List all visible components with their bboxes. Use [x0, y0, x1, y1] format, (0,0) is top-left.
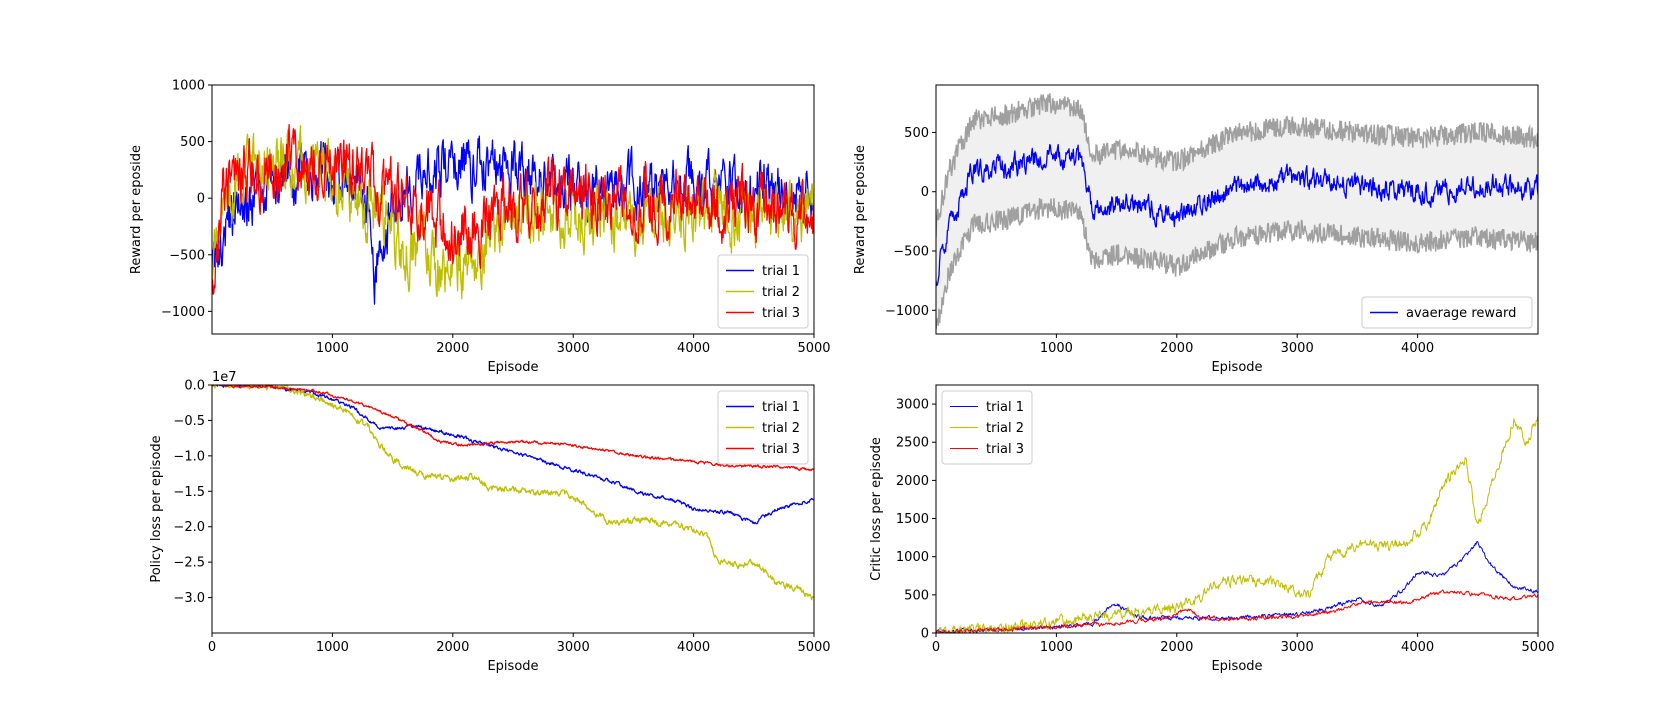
y-tick-label: 2500 [896, 436, 929, 451]
legend: avaerage reward [1361, 296, 1533, 329]
plot-area [936, 415, 1538, 633]
x-axis-label: Episode [1211, 659, 1262, 674]
legend-label-trial-1: trial 1 [762, 264, 800, 279]
series-line-trial-3 [212, 123, 814, 295]
x-tick-label: 4000 [1401, 341, 1434, 356]
y-tick-label: −2.0 [173, 520, 205, 535]
series-line-trial-3 [936, 589, 1538, 633]
series-line-trial-1 [212, 385, 814, 525]
x-tick-label: 3000 [1281, 341, 1314, 356]
legend-box [1361, 296, 1533, 329]
x-tick-label: 2000 [436, 341, 469, 356]
legend-box [941, 390, 1033, 465]
std-band-lower-line [936, 198, 1538, 330]
plot-frame [935, 84, 1539, 335]
x-tick-label: 4000 [677, 341, 710, 356]
y-tick-label: 0 [921, 185, 929, 200]
std-band-fill [936, 93, 1538, 330]
y-tick-label: −1.0 [173, 449, 205, 464]
x-tick-label: 4000 [677, 640, 710, 655]
x-tick-label: 4000 [1401, 640, 1434, 655]
y-tick-label: 500 [180, 135, 205, 150]
plot-frame [935, 384, 1539, 634]
y-tick-label: 1000 [172, 79, 205, 94]
x-tick-label: 0 [932, 640, 940, 655]
legend-label-trial-1: trial 1 [762, 400, 800, 415]
y-tick-label: −1.5 [173, 485, 205, 500]
x-tick-label: 3000 [557, 341, 590, 356]
series-line-trial-2 [212, 385, 814, 601]
y-tick-label: 0.0 [184, 379, 205, 394]
y-tick-label: 0 [197, 192, 205, 207]
x-tick-label: 5000 [797, 341, 830, 356]
x-tick-label: 1000 [316, 640, 349, 655]
y-tick-label: 500 [904, 588, 929, 603]
plot-area [212, 385, 814, 601]
x-tick-label: 1000 [1040, 341, 1073, 356]
x-tick-label: 2000 [436, 640, 469, 655]
x-axis-label: Episode [487, 659, 538, 674]
y-tick-label: 0 [921, 627, 929, 642]
x-tick-label: 3000 [557, 640, 590, 655]
y-tick-label: 2000 [896, 474, 929, 489]
y-tick-label: −1000 [161, 305, 205, 320]
legend-label-trial-3: trial 3 [762, 442, 800, 457]
y-tick-label: 500 [904, 126, 929, 141]
legend-label-avaerage-reward: avaerage reward [1406, 306, 1516, 321]
y-axis-label: Critic loss per episode [869, 437, 884, 581]
plot-frame [211, 84, 815, 335]
y-tick-label: 1500 [896, 512, 929, 527]
y-tick-label: −500 [169, 248, 205, 263]
x-tick-label: 1000 [1040, 640, 1073, 655]
std-band-upper-line [936, 93, 1538, 238]
plot-area [212, 123, 814, 305]
y-tick-label: −2.5 [173, 556, 205, 571]
y-tick-label: 3000 [896, 398, 929, 413]
legend: trial 1 trial 2 trial 3 [941, 390, 1033, 465]
legend: trial 1 trial 2 trial 3 [717, 254, 809, 329]
legend: trial 1 trial 2 trial 3 [717, 390, 809, 465]
y-offset-label: 1e7 [212, 370, 237, 385]
x-tick-label: 1000 [316, 341, 349, 356]
series-line-avaerage-reward [936, 143, 1538, 287]
x-tick-label: 2000 [1160, 341, 1193, 356]
plot-area [936, 93, 1538, 330]
chart-panel-4: 0 1000 2000 3000 4000 5000 0 500 1000 1500 2000 250… [869, 384, 1555, 674]
legend-label-trial-2: trial 2 [762, 421, 800, 436]
y-axis-label: Reward per eposide [853, 145, 868, 274]
legend-label-trial-2: trial 2 [986, 421, 1024, 436]
plot-frame [211, 384, 815, 634]
x-tick-label: 0 [208, 640, 216, 655]
x-tick-label: 3000 [1281, 640, 1314, 655]
y-tick-label: −500 [893, 245, 929, 260]
y-axis-label: Reward per eposide [129, 145, 144, 274]
x-axis-label: Episode [487, 360, 538, 375]
legend-box [717, 390, 809, 465]
legend-label-trial-2: trial 2 [762, 285, 800, 300]
x-tick-label: 2000 [1160, 640, 1193, 655]
legend-label-trial-3: trial 3 [986, 442, 1024, 457]
chart-panel-1: 1000 2000 3000 4000 5000 −1000 −500 0 500 1000 Epi… [129, 79, 831, 376]
series-line-trial-3 [212, 385, 814, 472]
legend-box [717, 254, 809, 329]
x-axis-label: Episode [1211, 360, 1262, 375]
x-tick-label: 5000 [797, 640, 830, 655]
y-tick-label: −1000 [885, 304, 929, 319]
chart-panel-3: 0 1000 2000 3000 4000 5000 0.0 −0.5 −1.0 −1.5 −2.0… [149, 370, 831, 674]
y-tick-label: 1000 [896, 550, 929, 565]
y-tick-label: −0.5 [173, 414, 205, 429]
y-axis-label: Policy loss per episode [149, 435, 164, 582]
x-tick-label: 5000 [1521, 640, 1554, 655]
series-line-trial-2 [212, 125, 814, 300]
chart-panel-2: 1000 2000 3000 4000 −1000 −500 0 500 Episode Rewa… [853, 84, 1539, 375]
legend-label-trial-1: trial 1 [986, 400, 1024, 415]
legend-label-trial-3: trial 3 [762, 306, 800, 321]
y-tick-label: −3.0 [173, 591, 205, 606]
